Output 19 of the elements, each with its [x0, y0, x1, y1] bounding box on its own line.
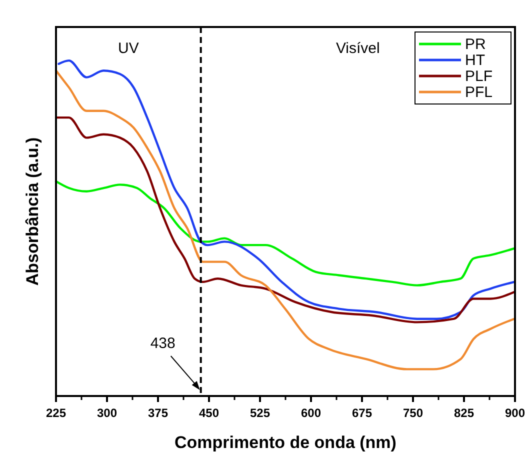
x-tick-label: 525 — [250, 406, 270, 420]
x-tick-label: 675 — [352, 406, 372, 420]
x-tick-label: 825 — [454, 406, 474, 420]
legend-label: PR — [465, 36, 486, 53]
x-tick-label: 375 — [148, 406, 168, 420]
x-tick-label: 300 — [96, 406, 118, 420]
x-tick-label: 750 — [402, 406, 424, 420]
text: Visível — [336, 40, 380, 57]
legend-label: PFL — [465, 84, 493, 101]
x-tick-label: 600 — [300, 406, 322, 420]
x-axis-title: Comprimento de onda (nm) — [174, 433, 396, 452]
y-axis-title: Absorbância (a.u.) — [23, 137, 42, 286]
annotation: 438 — [150, 335, 176, 352]
legend-label: PLF — [465, 68, 493, 85]
legend-label: HT — [465, 52, 485, 69]
text: UV — [118, 40, 139, 57]
x-tick-label: 900 — [504, 406, 526, 420]
x-tick-label: 450 — [198, 406, 220, 420]
x-tick-label: 225 — [46, 406, 66, 420]
